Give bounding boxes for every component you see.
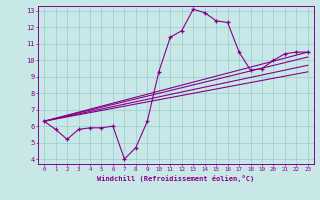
X-axis label: Windchill (Refroidissement éolien,°C): Windchill (Refroidissement éolien,°C): [97, 175, 255, 182]
